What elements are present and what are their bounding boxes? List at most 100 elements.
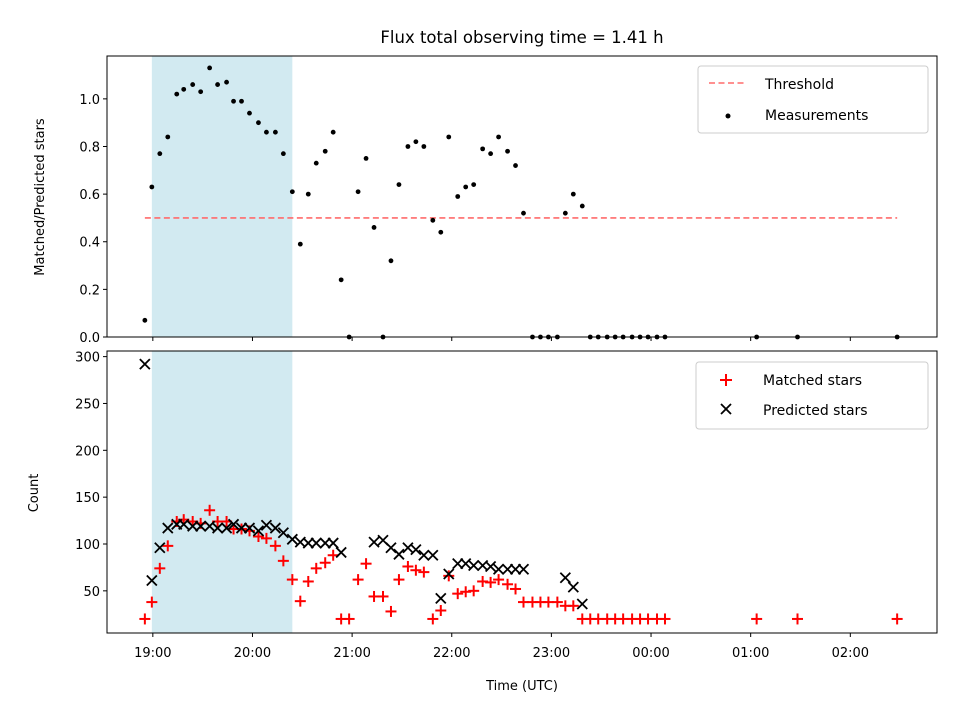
bottom-y-tick-label-5: 300	[75, 351, 100, 366]
measurement-point	[198, 89, 204, 95]
measurement-point	[157, 151, 163, 157]
predicted-star-point-b	[139, 358, 151, 370]
predicted-star-point	[410, 543, 422, 556]
top-y-tick-label-2: 0.4	[79, 236, 100, 251]
bottom-x-tick-label-4: 23:00	[533, 646, 570, 661]
measurement-point	[272, 129, 278, 135]
bottom-y-tick-label-4: 250	[75, 397, 100, 412]
matched-star-point	[891, 613, 903, 625]
top-legend: Threshold Measurements	[697, 65, 929, 134]
matched-star-point	[360, 558, 372, 570]
measurement-point	[142, 317, 148, 323]
matched-star-point	[146, 596, 158, 608]
predicted-star-point	[443, 568, 455, 580]
predicted-star-point	[178, 518, 190, 530]
predicted-star-point-b	[154, 542, 166, 554]
predicted-star-point-b	[567, 581, 579, 593]
predicted-star-point	[327, 537, 339, 549]
predicted-star-point-b	[435, 592, 447, 604]
predicted-star-point	[260, 519, 273, 531]
bottom-legend: Matched stars Predicted stars	[695, 361, 929, 430]
predicted-star-point	[227, 518, 240, 530]
measurement-point	[247, 110, 252, 116]
bottom-y-tick-label-3: 200	[75, 444, 100, 459]
predicted-star-point	[286, 533, 298, 545]
predicted-star-point-b	[501, 563, 514, 575]
bottom-y-label: Count	[27, 474, 42, 513]
measurement-point	[562, 210, 568, 216]
predicted-star-point	[319, 537, 331, 549]
predicted-star-point-b	[410, 543, 422, 556]
measurement-point	[239, 98, 244, 104]
measurement-point	[430, 217, 436, 223]
figure-title: Flux total observing time = 1.41 h	[380, 28, 663, 47]
predicted-star-point	[269, 522, 282, 534]
matched-star-point	[294, 595, 306, 607]
predicted-star-point-b	[559, 572, 571, 584]
measurement-point	[355, 189, 361, 195]
measurement-point	[463, 184, 469, 190]
matched-star-point	[327, 549, 339, 561]
predicted-star-point-b	[385, 542, 397, 554]
predicted-star-point-b	[418, 549, 430, 561]
predicted-star-point-b	[517, 563, 530, 575]
bottom-panel: 50 100 150 200 250 300 19:00 20:00 21:00 22:00 23…	[27, 350, 938, 694]
matched-star-point	[443, 570, 455, 582]
matched-star-point	[418, 566, 430, 578]
matched-legend-swatch	[720, 374, 732, 386]
matched-star-point	[204, 504, 216, 516]
measurement-point	[231, 98, 236, 104]
matched-star-point	[377, 590, 389, 602]
threshold-legend-label: Threshold	[764, 77, 834, 93]
matched-star-point	[252, 531, 264, 543]
measurement-point	[570, 191, 576, 197]
predicted-star-point-b	[492, 563, 505, 575]
bottom-axes-frame	[106, 350, 938, 634]
predicted-legend-swatch	[720, 403, 732, 415]
measurement-point	[181, 86, 187, 92]
predicted-star-point	[567, 581, 579, 593]
measurement-point	[396, 182, 402, 187]
predicted-star-point	[211, 522, 224, 534]
predicted-star-point-b	[327, 537, 339, 549]
measurement-point	[438, 229, 444, 235]
predicted-star-point-b	[220, 522, 233, 534]
matched-star-point	[410, 564, 422, 576]
matched-star-point	[343, 613, 355, 625]
predicted-star-point	[559, 572, 571, 584]
predicted-star-point	[484, 560, 497, 573]
bottom-x-tick-label-5: 00:00	[632, 646, 669, 661]
measurement-point	[471, 182, 477, 187]
predicted-star-point-b	[277, 527, 289, 539]
measurement-point	[579, 203, 585, 209]
predicted-star-point-b	[211, 522, 224, 534]
bottom-legend-box	[695, 361, 929, 430]
predicted-star-point	[335, 546, 347, 559]
predicted-star-point	[139, 358, 151, 370]
predicted-star-point	[393, 548, 405, 560]
measurement-point	[446, 134, 452, 140]
matched-star-point	[502, 578, 514, 590]
predicted-star-point-b	[484, 560, 497, 573]
measurement-point	[165, 134, 171, 140]
predicted-star-point	[517, 563, 530, 575]
matched-star-point	[385, 605, 397, 617]
measurements-legend-label: Measurements	[765, 108, 868, 124]
predicted-star-point	[509, 563, 522, 575]
measurement-point	[190, 82, 196, 87]
measurement-point	[280, 151, 286, 157]
measurement-point	[496, 134, 501, 140]
top-y-tick-label-1: 0.2	[79, 283, 100, 298]
top-y-tick-label-0: 0.0	[79, 331, 100, 346]
predicted-star-point-b	[393, 548, 405, 560]
top-y-tick-label-5: 1.0	[79, 93, 100, 108]
predicted-star-point-b	[509, 563, 522, 575]
predicted-star-point-b	[178, 518, 190, 530]
measurement-point	[256, 120, 261, 126]
matched-star-point	[139, 613, 151, 625]
matched-star-point	[567, 600, 579, 612]
predicted-star-point-b	[319, 537, 331, 549]
bottom-shaded-span	[151, 351, 293, 633]
predicted-star-point-b	[187, 520, 199, 532]
